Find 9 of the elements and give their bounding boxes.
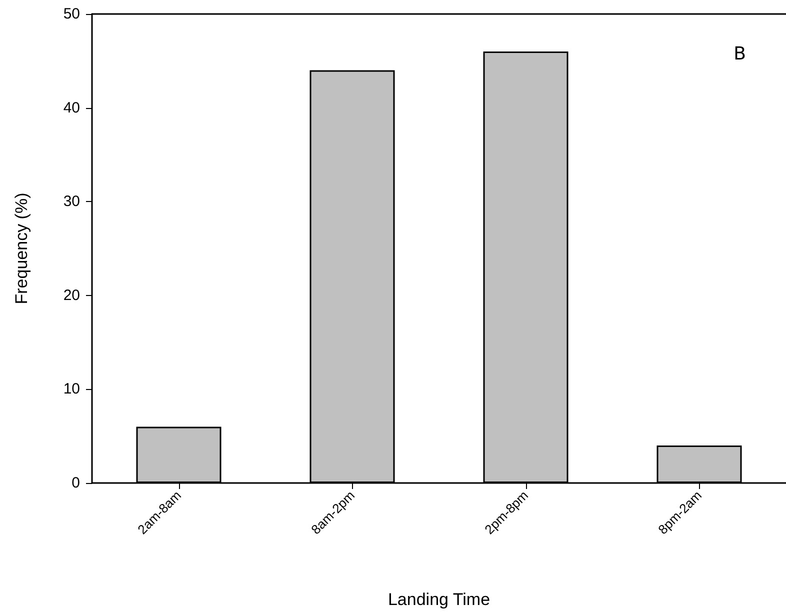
y-tick-label: 10 xyxy=(63,380,80,398)
x-axis-title: Landing Time xyxy=(388,590,490,609)
y-tick-label: 20 xyxy=(63,286,80,304)
y-tick-label: 40 xyxy=(63,99,80,116)
annotation: B xyxy=(734,44,746,64)
y-tick-label: 50 xyxy=(63,6,80,22)
y-tick-label: 30 xyxy=(63,193,80,210)
y-tick-label: 0 xyxy=(72,474,80,492)
y-axis-title: Frequency (%) xyxy=(12,192,31,304)
